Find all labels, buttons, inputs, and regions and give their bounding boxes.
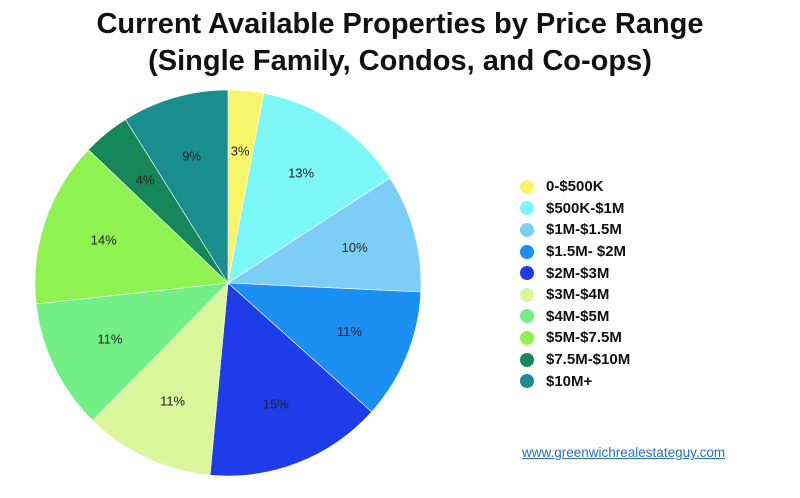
pie-slice-3 [227, 282, 422, 413]
chart-title: Current Available Properties by Price Ra… [0, 6, 800, 80]
legend-swatch-5 [520, 287, 534, 302]
pie-slice-7 [34, 149, 229, 305]
legend-item-1: $500K-$1M [520, 198, 630, 220]
pie-data-label-2: 10% [342, 240, 368, 255]
pie-data-label-4: 15% [263, 397, 289, 412]
pie-slice-1 [227, 92, 391, 284]
pie-slices [34, 89, 422, 477]
pie-data-label-9: 9% [182, 148, 201, 163]
legend-swatch-2 [520, 222, 534, 237]
legend-label-9: $10M+ [546, 372, 593, 390]
legend-label-1: $500K-$1M [546, 199, 625, 217]
legend-item-0: 0-$500K [520, 176, 630, 198]
pie-slice-5 [92, 282, 229, 476]
legend-swatch-7 [520, 330, 534, 345]
pie-slice-6 [35, 282, 229, 421]
legend-item-9: $10M+ [520, 370, 630, 392]
pie-slice-2 [227, 177, 422, 293]
legend-label-8: $7.5M-$10M [546, 351, 631, 369]
legend-label-3: $1.5M- $2M [546, 243, 627, 261]
pie-data-label-0: 3% [231, 144, 250, 159]
chart-title-line-2: (Single Family, Condos, and Co-ops) [148, 45, 652, 77]
source-website-link[interactable]: www.greenwichrealestateguy.com [522, 445, 726, 460]
legend-item-2: $1M-$1.5M [520, 219, 630, 241]
legend-item-7: $5M-$7.5M [520, 327, 630, 349]
legend-item-5: $3M-$4M [520, 284, 630, 306]
pie-data-label-3: 11% [337, 324, 362, 339]
pie-data-label-1: 13% [288, 165, 314, 180]
chart-legend: 0-$500K $500K-$1M $1M-$1.5M $1.5M- $2M $2M-$… [520, 176, 630, 392]
pie-slice-4 [209, 282, 373, 477]
pie-data-label-7: 14% [91, 232, 117, 247]
pie-data-label-5: 11% [160, 393, 185, 408]
legend-swatch-3 [520, 244, 534, 259]
legend-item-3: $1.5M- $2M [520, 241, 630, 263]
legend-swatch-9 [520, 374, 534, 389]
legend-swatch-4 [520, 266, 534, 281]
legend-swatch-0 [520, 179, 534, 194]
pie-labels: 3% 13% 10% 11% 15% 11% 11% 14% 4% 9% [91, 144, 368, 412]
legend-label-0: 0-$500K [546, 178, 604, 196]
pie-data-label-6: 11% [97, 332, 122, 347]
legend-swatch-8 [520, 352, 534, 367]
legend-item-4: $2M-$3M [520, 262, 630, 284]
legend-label-5: $3M-$4M [546, 286, 610, 304]
pie-slice-9 [125, 89, 229, 285]
legend-label-2: $1M-$1.5M [546, 221, 622, 239]
legend-label-6: $4M-$5M [546, 307, 610, 325]
pie-data-label-8: 4% [136, 173, 155, 188]
legend-label-7: $5M-$7.5M [546, 329, 622, 347]
legend-label-4: $2M-$3M [546, 264, 610, 282]
legend-swatch-6 [520, 309, 534, 324]
chart-title-line-1: Current Available Properties by Price Ra… [96, 8, 704, 40]
legend-item-6: $4M-$5M [520, 306, 630, 328]
legend-item-8: $7.5M-$10M [520, 349, 630, 371]
legend-swatch-1 [520, 201, 534, 216]
